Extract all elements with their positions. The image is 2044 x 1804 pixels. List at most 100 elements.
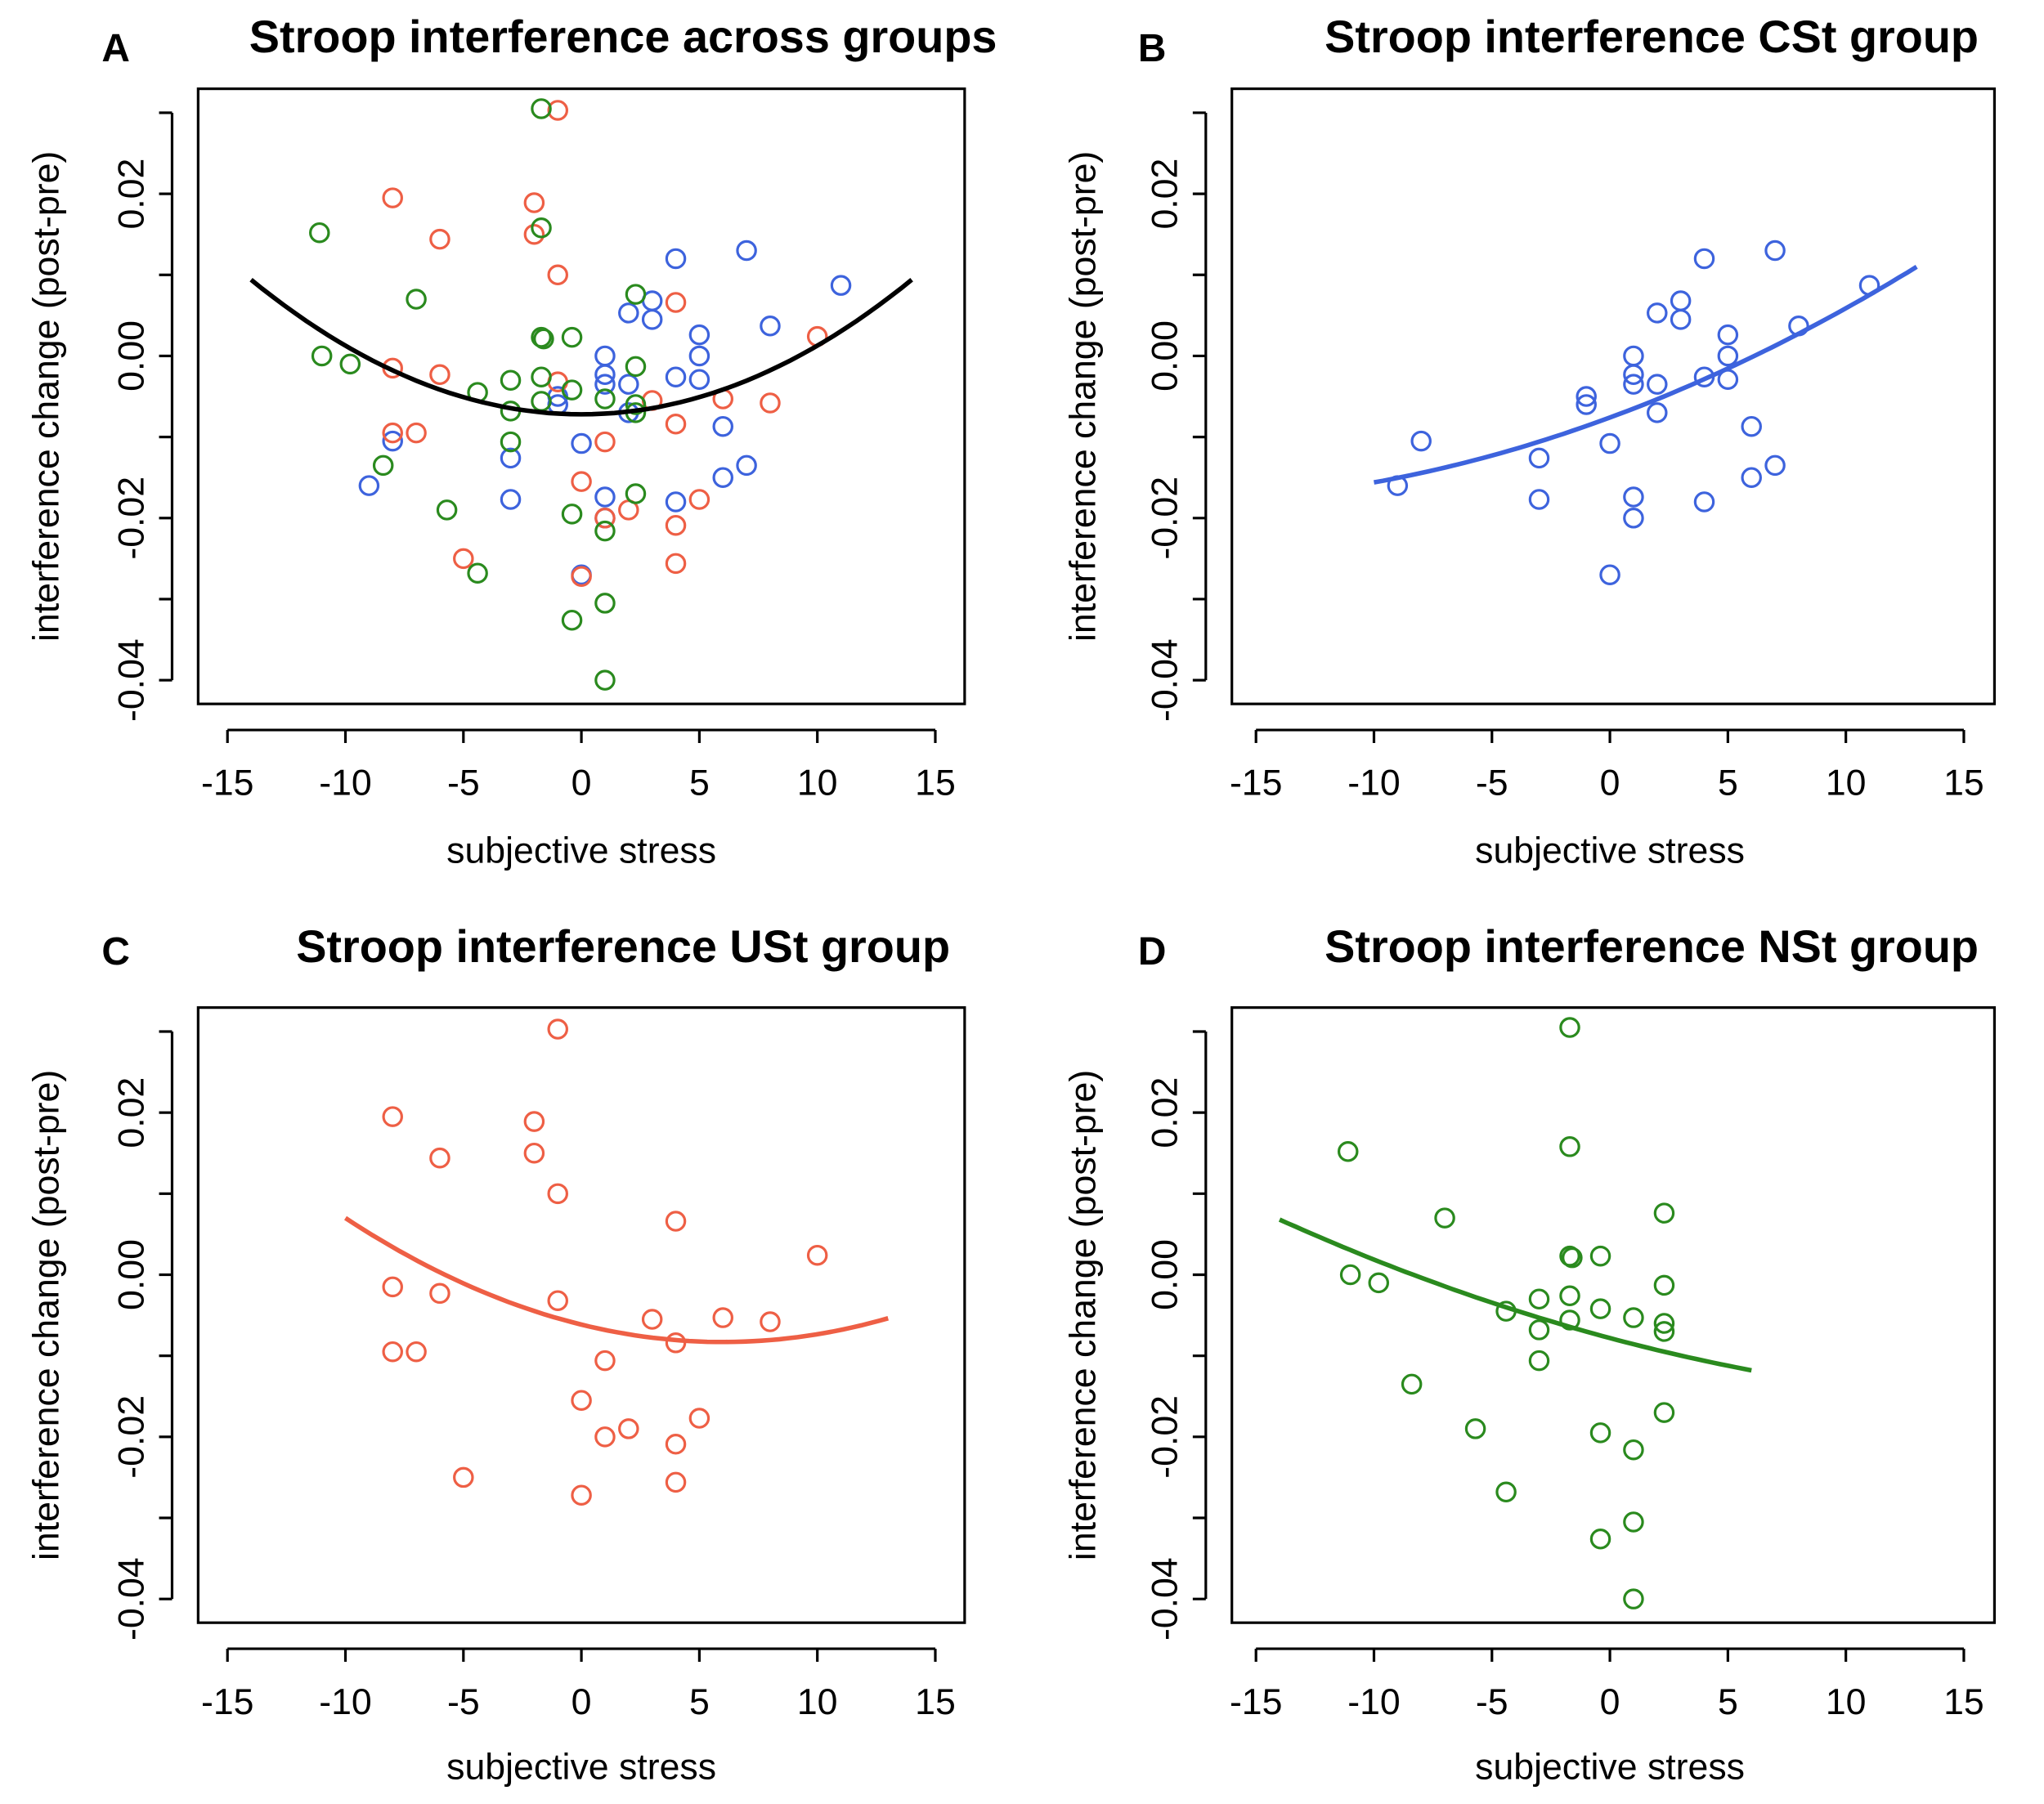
panel-c: C Stroop interference USt group subjecti…	[27, 920, 966, 1788]
x-tick-label: 0	[572, 1682, 592, 1722]
data-point-nst	[372, 454, 394, 477]
data-point-nst	[1401, 1373, 1423, 1395]
data-point-ust	[571, 566, 592, 587]
data-point-cst	[1741, 467, 1762, 488]
data-point-nst	[533, 328, 554, 350]
data-point-cst	[1576, 386, 1597, 407]
data-point-nst	[625, 356, 647, 378]
data-point-nst	[1589, 1529, 1611, 1550]
data-point-ust	[688, 1408, 710, 1429]
x-tick-label: -10	[1347, 1682, 1400, 1722]
data-point-cst	[1717, 345, 1739, 367]
data-point-nst	[561, 504, 583, 525]
data-point-ust	[665, 1211, 687, 1232]
data-point-cst	[1410, 430, 1432, 452]
data-point-ust	[547, 1018, 568, 1040]
data-point-ust	[429, 364, 450, 386]
chart-title: Stroop interference CSt group	[1325, 11, 1979, 62]
data-point-cst	[1599, 432, 1620, 454]
data-point-cst	[1741, 415, 1762, 437]
y-tick-label: 0.00	[1145, 1239, 1186, 1310]
y-tick-label: 0.02	[1145, 159, 1186, 230]
y-axis-label: interference change (post-pre)	[27, 151, 67, 642]
data-point-cst	[500, 447, 522, 469]
data-point-nst	[625, 483, 647, 504]
data-point-nst	[1528, 1288, 1550, 1310]
plot-frame	[196, 1006, 966, 1624]
x-tick-label: -10	[319, 1682, 372, 1722]
data-point-cst	[665, 248, 687, 270]
data-point-nst	[1623, 1511, 1644, 1533]
data-point-cst	[594, 345, 616, 367]
x-tick-label: -15	[201, 1682, 253, 1722]
y-axis-label: interference change (post-pre)	[1063, 151, 1103, 642]
data-point-cst	[665, 491, 687, 513]
data-point-ust	[382, 187, 403, 208]
y-tick-label: 0.00	[1145, 320, 1186, 392]
data-point-cst	[688, 324, 710, 346]
x-tick-label: -15	[1230, 763, 1283, 804]
data-point-ust	[406, 1341, 427, 1363]
x-tick-label: -10	[1347, 763, 1400, 804]
data-point-nst	[531, 391, 552, 412]
data-point-nst	[1559, 1017, 1580, 1038]
data-point-cst	[1623, 364, 1644, 386]
data-point-ust	[429, 1147, 450, 1169]
data-point-cst	[1693, 248, 1715, 270]
data-point-ust	[665, 553, 687, 575]
data-point-cst	[1623, 345, 1644, 367]
data-point-nst	[1559, 1136, 1580, 1157]
data-point-nst	[1653, 1402, 1675, 1423]
panel-letter: A	[101, 27, 130, 70]
data-point-nst	[1623, 1439, 1644, 1461]
data-point-nst	[1528, 1319, 1550, 1341]
data-point-cst	[1623, 486, 1644, 508]
data-point-ust	[594, 1426, 616, 1448]
data-point-cst	[358, 475, 380, 496]
data-point-ust	[453, 1466, 474, 1488]
x-tick-label: 0	[1600, 763, 1620, 804]
x-tick-label: -15	[201, 763, 253, 804]
x-axis-label: subjective stress	[446, 831, 716, 871]
x-tick-label: 15	[1943, 1682, 1984, 1722]
plot-frame	[196, 87, 966, 705]
data-point-cst	[1717, 324, 1739, 346]
y-tick-label: 0.02	[1145, 1077, 1186, 1148]
data-point-nst	[1653, 1202, 1675, 1224]
data-point-nst	[1589, 1245, 1611, 1267]
data-point-nst	[1653, 1313, 1675, 1334]
data-point-ust	[429, 228, 450, 250]
data-point-cst	[1693, 491, 1715, 513]
data-point-ust	[665, 292, 687, 313]
data-point-cst	[571, 432, 592, 454]
plot-frame	[1230, 87, 1997, 705]
data-point-ust	[382, 422, 403, 444]
data-point-nst	[1434, 1207, 1455, 1229]
x-tick-label: 5	[689, 763, 710, 804]
data-point-nst	[436, 499, 458, 521]
x-axis-label: subjective stress	[1475, 831, 1745, 871]
data-point-cst	[1764, 239, 1786, 262]
data-point-nst	[594, 669, 616, 691]
x-tick-label: 15	[915, 1682, 956, 1722]
panel-letter: B	[1138, 27, 1167, 70]
data-point-cst	[618, 302, 639, 324]
x-tick-label: 5	[1718, 763, 1738, 804]
data-point-nst	[500, 431, 522, 453]
data-point-nst	[309, 222, 330, 244]
data-point-ust	[547, 1290, 568, 1311]
data-point-cst	[1576, 394, 1597, 415]
data-point-cst	[712, 467, 734, 488]
x-tick-label: 10	[797, 763, 838, 804]
y-tick-label: 0.00	[111, 1239, 151, 1310]
data-point-nst	[1337, 1140, 1359, 1162]
data-point-nst	[500, 369, 522, 391]
data-point-cst	[1647, 374, 1668, 395]
data-point-nst	[531, 366, 552, 387]
data-point-ust	[429, 1282, 450, 1305]
data-point-nst	[1653, 1274, 1675, 1296]
data-point-nst	[1562, 1247, 1583, 1269]
y-axis-label: interference change (post-pre)	[27, 1070, 67, 1560]
y-tick-label: -0.02	[1145, 1395, 1186, 1479]
data-point-ust	[523, 192, 545, 213]
